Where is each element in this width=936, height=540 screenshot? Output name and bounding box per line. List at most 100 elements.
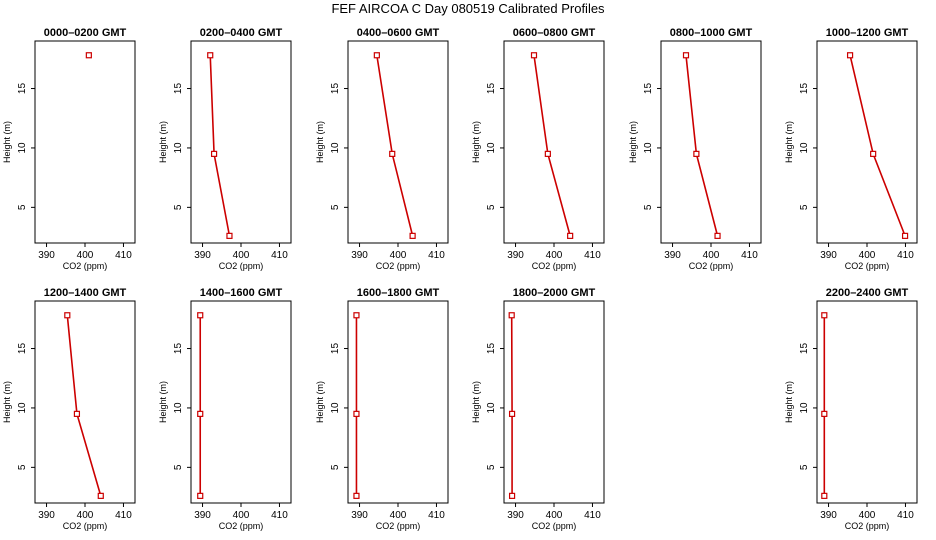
y-tick-label: 5 — [486, 204, 497, 210]
x-tick-label: 400 — [390, 510, 407, 521]
y-tick-label: 15 — [486, 343, 497, 355]
x-tick-label: 410 — [584, 510, 601, 521]
panel-title: 0200–0400 GMT — [200, 27, 283, 39]
profile-panel: 0200–0400 GMT 390 400 410 5 10 15 CO2 (ppm) Heig… — [158, 27, 292, 271]
y-tick-label: 5 — [17, 464, 28, 470]
panel-title: 0000–0200 GMT — [44, 27, 127, 39]
x-axis-label: CO2 (ppm) — [219, 521, 264, 531]
data-point — [508, 410, 516, 417]
data-point — [901, 232, 909, 239]
data-point — [197, 312, 204, 319]
plot-frame — [503, 40, 605, 244]
profile-panel: 1800–2000 GMT 390 400 410 5 10 15 CO2 (ppm) Heig… — [471, 287, 605, 531]
series-line — [533, 55, 571, 237]
y-tick-label: 5 — [486, 464, 497, 470]
x-tick-label: 390 — [194, 250, 211, 261]
y-tick-label: 5 — [330, 464, 341, 470]
plot-frame — [190, 300, 292, 504]
panel-title: 1200–1400 GMT — [44, 287, 127, 299]
y-axis-label: Height (m) — [471, 381, 481, 423]
y-tick-label: 10 — [799, 402, 810, 414]
profile-panel: 0600–0800 GMT 390 400 410 5 10 15 CO2 (ppm) Heig… — [471, 27, 605, 271]
x-axis-label: CO2 (ppm) — [532, 521, 577, 531]
data-point — [73, 410, 81, 417]
y-tick-label: 5 — [173, 464, 184, 470]
profile-panel: 0800–1000 GMT 390 400 410 5 10 15 CO2 (ppm) Heig… — [628, 27, 762, 271]
profile-panel: 2200–2400 GMT 390 400 410 5 10 15 CO2 (ppm) Heig… — [784, 287, 918, 531]
data-point — [226, 232, 233, 239]
x-tick-label: 410 — [584, 250, 601, 261]
y-tick-label: 15 — [486, 83, 497, 95]
y-tick-label: 5 — [17, 204, 28, 210]
x-axis-label: CO2 (ppm) — [532, 261, 577, 271]
plot-frame — [34, 300, 136, 504]
x-tick-label: 410 — [897, 510, 914, 521]
y-tick-label: 5 — [799, 204, 810, 210]
y-axis-label: Height (m) — [2, 121, 12, 163]
profile-panel: 1200–1400 GMT 390 400 410 5 10 15 CO2 (ppm) Heig… — [2, 287, 136, 531]
y-axis-label: Height (m) — [2, 381, 12, 423]
y-tick-label: 15 — [643, 83, 654, 95]
y-axis-label: Height (m) — [315, 121, 325, 163]
x-axis-label: CO2 (ppm) — [219, 261, 264, 271]
data-point — [210, 150, 218, 157]
data-point — [846, 52, 854, 59]
figure-title: FEF AIRCOA C Day 080519 Calibrated Profi… — [331, 1, 605, 16]
x-tick-label: 410 — [897, 250, 914, 261]
y-tick-label: 10 — [17, 402, 28, 414]
panel-title: 2200–2400 GMT — [826, 287, 909, 299]
y-tick-label: 10 — [330, 402, 341, 414]
y-axis-label: Height (m) — [158, 381, 168, 423]
x-tick-label: 400 — [546, 250, 563, 261]
y-tick-label: 15 — [173, 343, 184, 355]
x-tick-label: 410 — [271, 510, 288, 521]
plot-frame — [503, 300, 605, 504]
data-point — [373, 52, 380, 59]
data-point — [821, 312, 828, 319]
y-axis-label: Height (m) — [784, 121, 794, 163]
data-point — [97, 492, 104, 499]
profile-panel: 0400–0600 GMT 390 400 410 5 10 15 CO2 (ppm) Heig… — [315, 27, 449, 271]
panel-title: 1600–1800 GMT — [357, 287, 440, 299]
data-point — [85, 52, 92, 59]
panel-title: 0400–0600 GMT — [357, 27, 440, 39]
panel-title: 1000–1200 GMT — [826, 27, 909, 39]
x-tick-label: 400 — [77, 510, 94, 521]
data-point — [821, 492, 828, 499]
x-tick-label: 390 — [820, 250, 837, 261]
x-tick-label: 400 — [703, 250, 720, 261]
x-axis-label: CO2 (ppm) — [376, 521, 421, 531]
series-line — [66, 315, 102, 497]
x-axis-label: CO2 (ppm) — [845, 521, 890, 531]
x-tick-label: 390 — [351, 510, 368, 521]
x-tick-label: 390 — [38, 510, 55, 521]
x-tick-label: 400 — [77, 250, 94, 261]
y-axis-label: Height (m) — [784, 381, 794, 423]
data-point — [821, 410, 828, 417]
data-point — [197, 410, 204, 417]
y-axis-label: Height (m) — [471, 121, 481, 163]
series-line — [209, 55, 231, 237]
data-point — [508, 492, 516, 499]
y-tick-label: 10 — [486, 142, 497, 154]
profile-panel: 1000–1200 GMT 390 400 410 5 10 15 CO2 (ppm) Heig… — [784, 27, 918, 271]
data-point — [353, 410, 360, 417]
y-axis-label: Height (m) — [628, 121, 638, 163]
y-tick-label: 15 — [330, 83, 341, 95]
data-point — [530, 52, 538, 59]
y-axis-label: Height (m) — [315, 381, 325, 423]
profile-panel: 0000–0200 GMT 390 400 410 5 10 15 CO2 (ppm) Heig… — [2, 27, 136, 271]
x-tick-label: 390 — [194, 510, 211, 521]
y-tick-label: 15 — [799, 83, 810, 95]
x-axis-label: CO2 (ppm) — [63, 261, 108, 271]
data-point — [682, 52, 690, 59]
y-tick-label: 10 — [173, 402, 184, 414]
x-tick-label: 410 — [741, 250, 758, 261]
x-tick-label: 390 — [820, 510, 837, 521]
y-tick-label: 10 — [643, 142, 654, 154]
data-point — [389, 150, 396, 157]
x-tick-label: 410 — [428, 250, 445, 261]
data-point — [693, 150, 700, 157]
y-tick-label: 5 — [330, 204, 341, 210]
y-tick-label: 10 — [330, 142, 341, 154]
